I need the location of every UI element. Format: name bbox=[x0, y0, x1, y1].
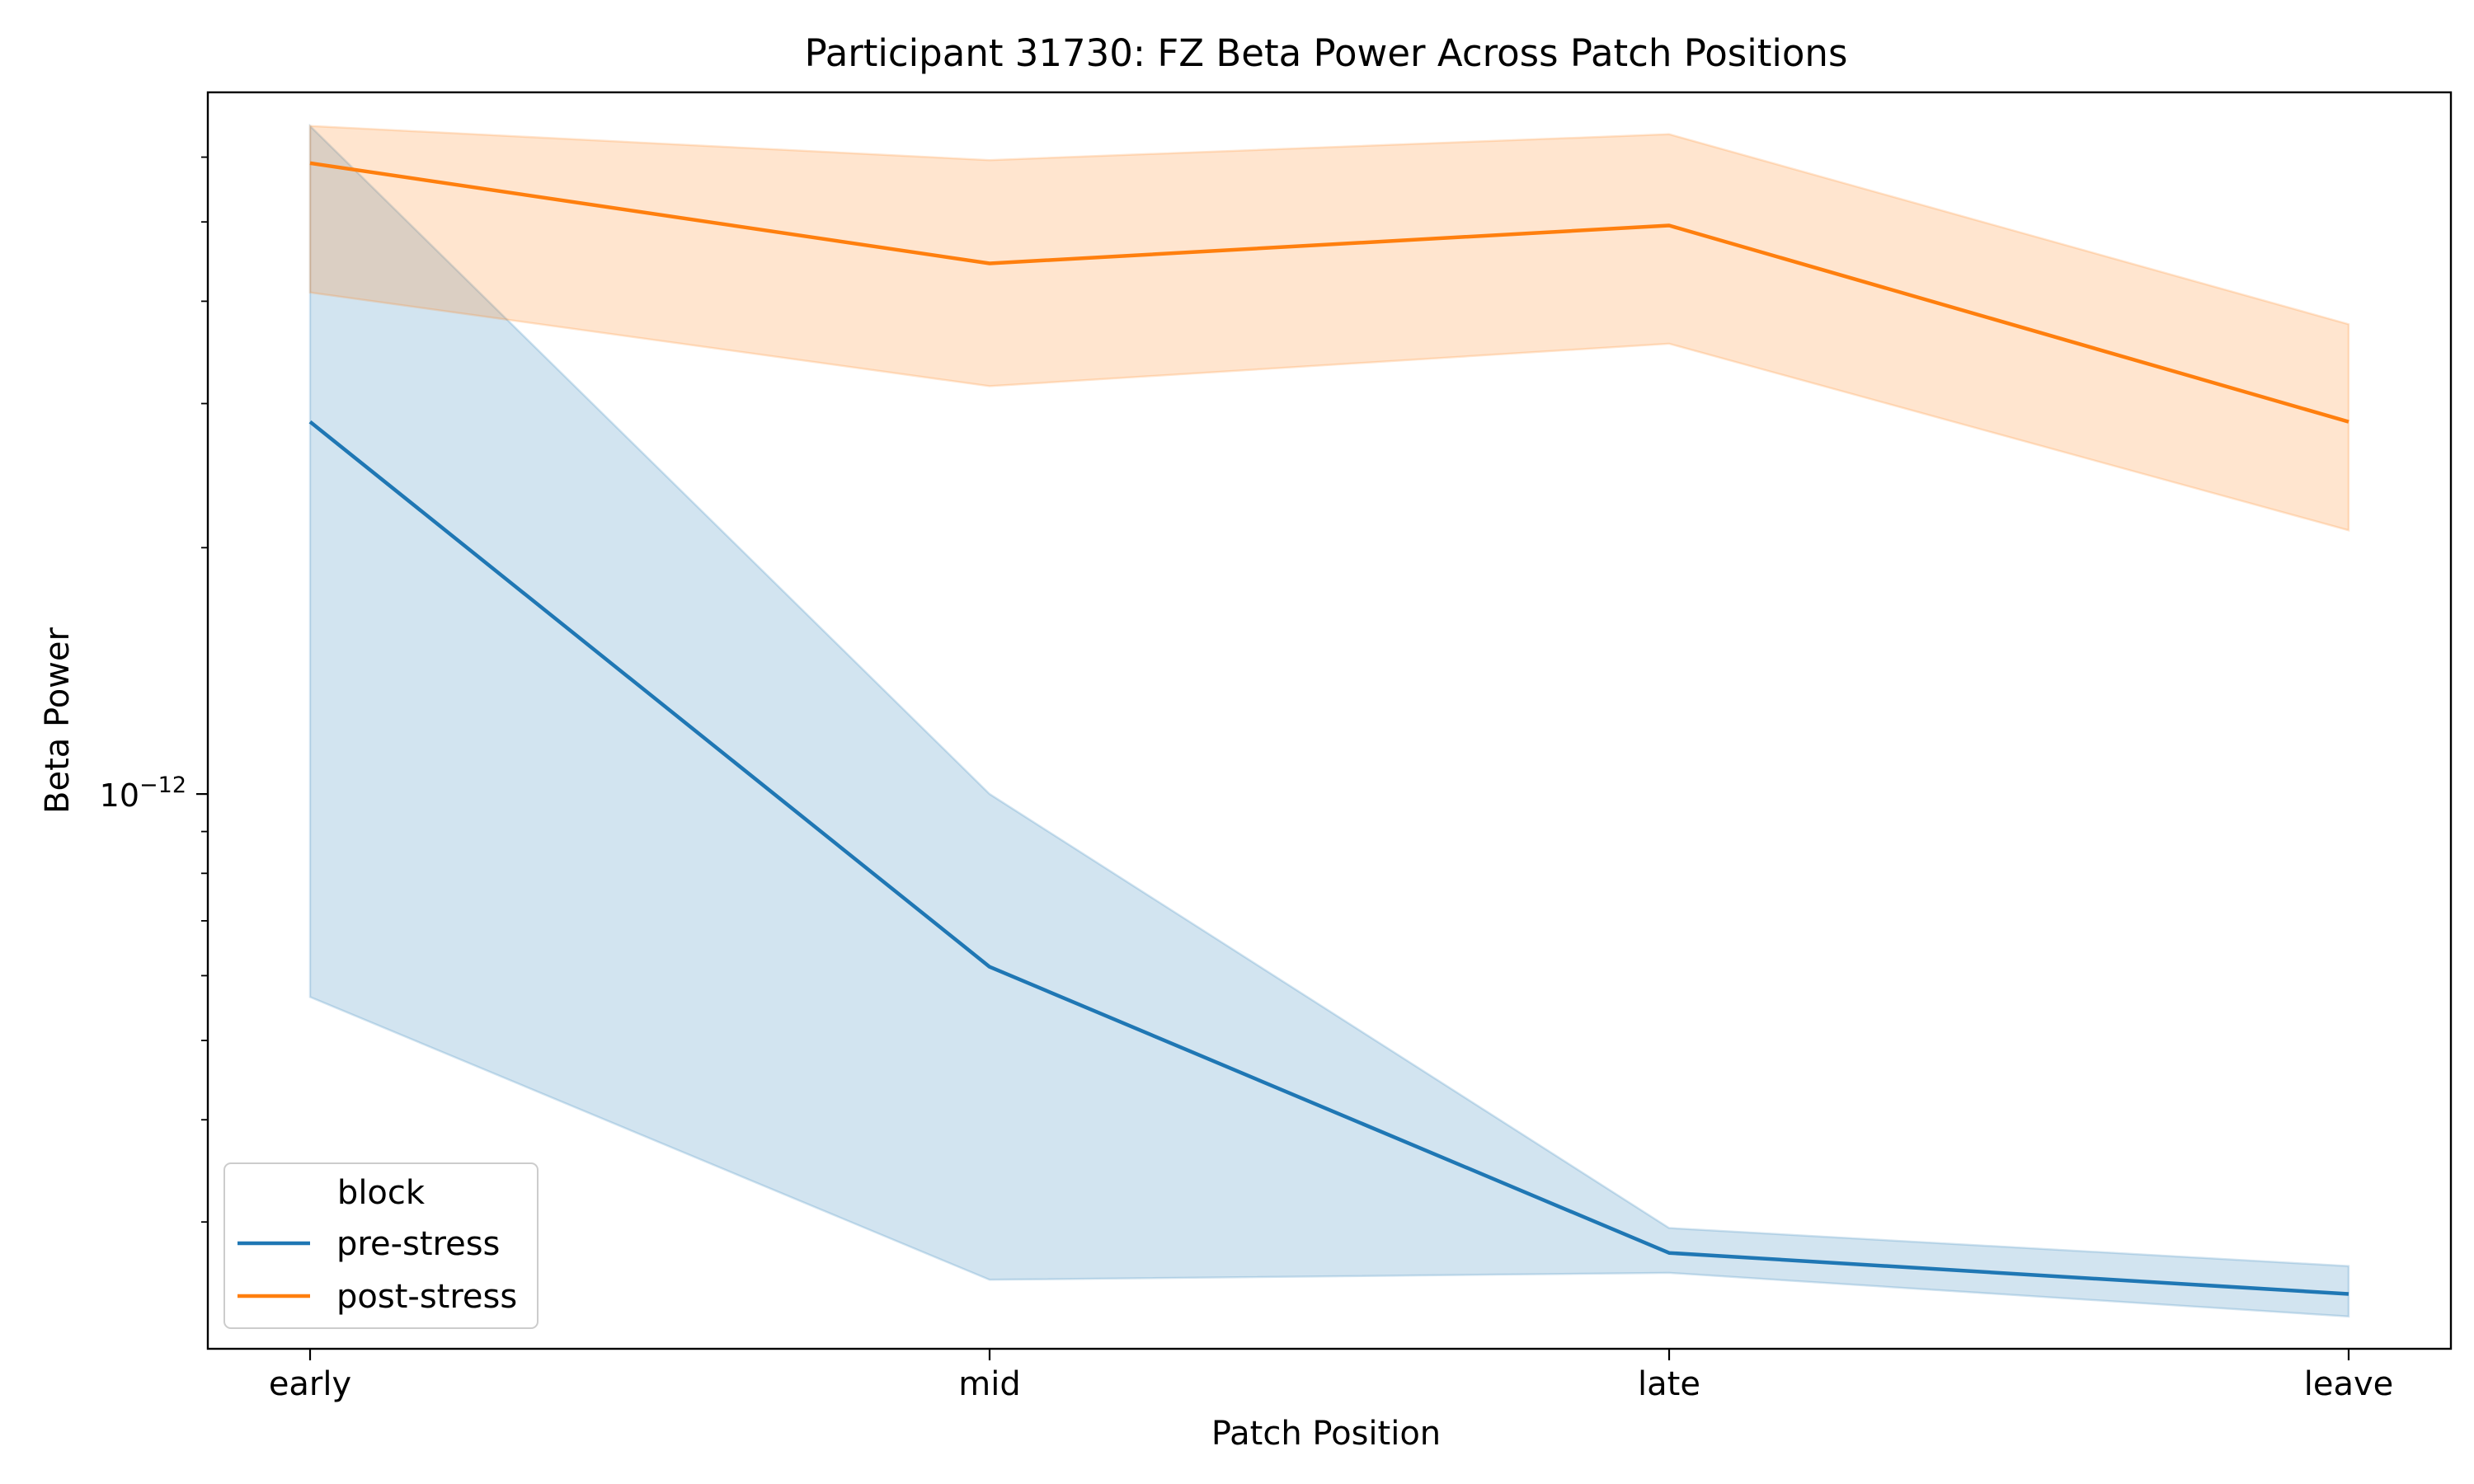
x-tick-label-early: early bbox=[269, 1365, 351, 1403]
ci-band-post-stress bbox=[308, 124, 2350, 532]
y-axis-ticks: 10−12 bbox=[100, 156, 208, 1223]
chart-title: Participant 31730: FZ Beta Power Across … bbox=[805, 31, 1848, 75]
legend-title: block bbox=[337, 1174, 426, 1212]
legend: block pre-stress post-stress bbox=[223, 1162, 539, 1329]
ci-bands bbox=[308, 123, 2350, 1318]
series-line-post-stress bbox=[309, 161, 2349, 424]
plot-frame bbox=[206, 91, 2453, 1350]
x-tick-label-leave: leave bbox=[2304, 1365, 2394, 1403]
x-axis-label: Patch Position bbox=[1211, 1415, 1441, 1453]
series-lines bbox=[308, 161, 2349, 1296]
y-axis-label: Beta Power bbox=[39, 627, 77, 814]
x-axis-ticks: early mid late leave bbox=[269, 1349, 2393, 1403]
y-tick-label: 10−12 bbox=[100, 773, 186, 814]
legend-box bbox=[223, 1162, 539, 1329]
series-line-pre-stress bbox=[308, 420, 2349, 1296]
x-tick-label-mid: mid bbox=[958, 1365, 1020, 1403]
x-tick-label-late: late bbox=[1638, 1365, 1700, 1403]
legend-label-pre-stress: pre-stress bbox=[336, 1225, 500, 1263]
legend-label-post-stress: post-stress bbox=[336, 1278, 517, 1316]
ci-band-pre-stress bbox=[308, 123, 2350, 1318]
